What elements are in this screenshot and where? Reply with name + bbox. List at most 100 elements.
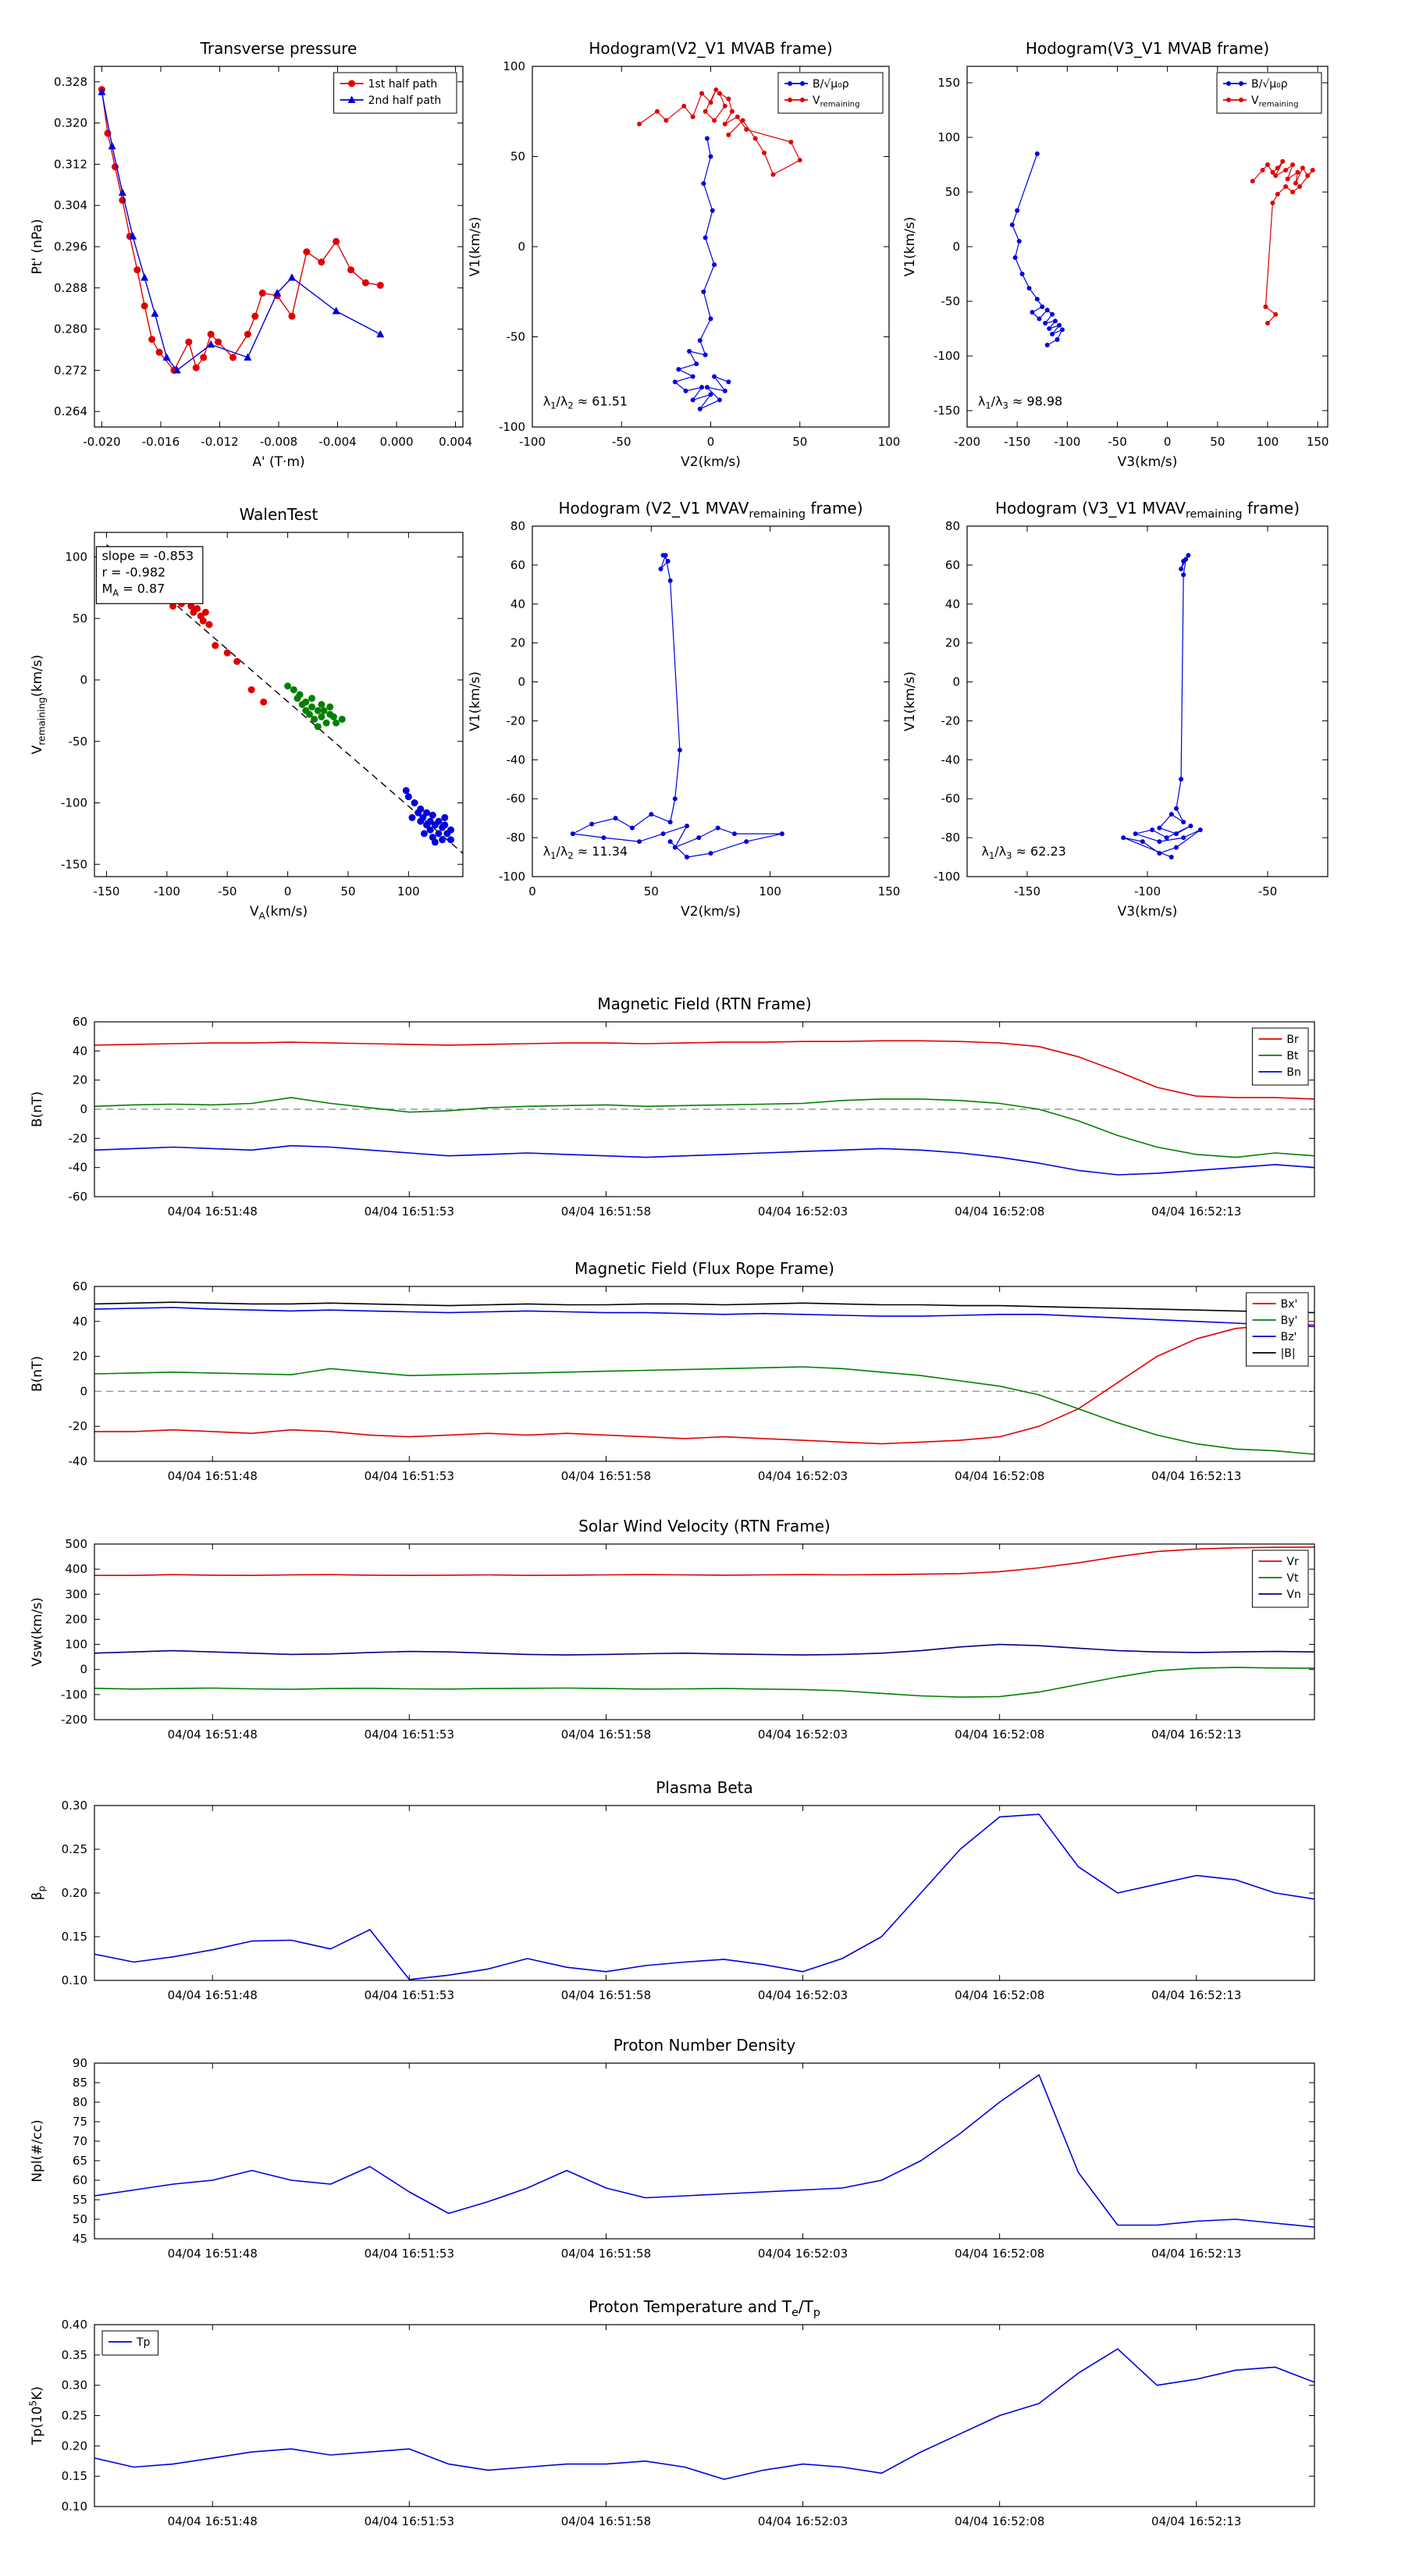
svg-text:20: 20 <box>945 636 960 650</box>
panel-hodogram-v2v1-mvav: Hodogram (V2_V1 MVAVremaining frame) 0 50 1… <box>450 487 903 925</box>
panel-plasma-beta: Plasma Beta 04/04 16:51:48 04/04 16:51:53 0… <box>12 1767 1329 2029</box>
svg-text:0: 0 <box>952 240 960 254</box>
svg-text:04/04 16:51:53: 04/04 16:51:53 <box>365 1727 454 1742</box>
svg-text:Hodogram (V3_V1 MVAVremaining: Hodogram (V3_V1 MVAVremaining frame) <box>995 499 1300 521</box>
svg-text:04/04 16:52:03: 04/04 16:52:03 <box>758 1988 848 2002</box>
svg-text:Plasma Beta: Plasma Beta <box>656 1778 753 1797</box>
svg-text:|B|: |B| <box>1281 1347 1296 1360</box>
svg-text:60: 60 <box>73 1279 87 1293</box>
svg-text:0.000: 0.000 <box>380 435 414 449</box>
svg-text:-50: -50 <box>1258 884 1278 898</box>
svg-text:04/04 16:51:53: 04/04 16:51:53 <box>365 2247 454 2261</box>
svg-text:100: 100 <box>937 130 960 144</box>
svg-text:400: 400 <box>65 1562 87 1576</box>
svg-text:-60: -60 <box>941 792 961 806</box>
svg-text:-100: -100 <box>154 884 180 898</box>
svg-text:04/04 16:52:03: 04/04 16:52:03 <box>758 2514 848 2528</box>
svg-text:-20: -20 <box>69 1131 88 1145</box>
svg-text:-80: -80 <box>941 831 961 845</box>
plasma-beta-svg: Plasma Beta 04/04 16:51:48 04/04 16:51:53 0… <box>30 1778 1315 2002</box>
svg-text:90: 90 <box>73 2056 87 2070</box>
svg-text:04/04 16:52:13: 04/04 16:52:13 <box>1151 1204 1241 1219</box>
svg-text:Pt' (nPa): Pt' (nPa) <box>30 219 45 275</box>
transverse-pressure-svg: Transverse pressure -0.020 -0.016 -0.012 -0.… <box>30 39 472 470</box>
svg-text:WalenTest: WalenTest <box>240 505 318 524</box>
svg-text:20: 20 <box>73 1073 87 1087</box>
panel-hodogram-v3v1-mvab: Hodogram(V3_V1 MVAB frame) -200 -150 -100 -5… <box>885 27 1342 475</box>
svg-text:-100: -100 <box>519 435 546 449</box>
walen-test-svg: WalenTest -150 -100 -50 0 50 100 -150 -100 -50 0 50… <box>30 505 464 921</box>
svg-text:100: 100 <box>503 59 525 73</box>
svg-text:-0.004: -0.004 <box>318 435 356 449</box>
svg-text:04/04 16:52:08: 04/04 16:52:08 <box>955 1469 1044 1483</box>
svg-text:-100: -100 <box>499 420 525 434</box>
svg-text:B/√μ₀ρ: B/√μ₀ρ <box>1251 78 1288 91</box>
svg-text:λ1/λ2 ≈ 11.34: λ1/λ2 ≈ 11.34 <box>543 844 628 861</box>
svg-text:500: 500 <box>65 1537 87 1551</box>
svg-text:Bn: Bn <box>1286 1066 1300 1079</box>
svg-text:45: 45 <box>73 2232 87 2246</box>
svg-text:04/04 16:51:53: 04/04 16:51:53 <box>365 2514 454 2528</box>
svg-text:B(nT): B(nT) <box>30 1356 45 1392</box>
svg-text:150: 150 <box>1307 435 1329 449</box>
svg-text:-0.008: -0.008 <box>260 435 297 449</box>
panel-transverse-pressure: Transverse pressure -0.020 -0.016 -0.012 -0.… <box>12 27 477 475</box>
svg-text:Tp(105K): Tp(105K) <box>28 2386 45 2446</box>
svg-text:Vt: Vt <box>1286 1572 1299 1585</box>
svg-text:B/√μ₀ρ: B/√μ₀ρ <box>813 78 849 91</box>
svg-text:-200: -200 <box>954 435 980 449</box>
hodogram-v3v1-mvab-svg: Hodogram(V3_V1 MVAB frame) -200 -150 -100 -5… <box>902 39 1329 470</box>
svg-text:04/04 16:51:58: 04/04 16:51:58 <box>561 1727 651 1742</box>
svg-text:04/04 16:51:58: 04/04 16:51:58 <box>561 1469 651 1483</box>
svg-text:04/04 16:52:13: 04/04 16:52:13 <box>1151 1727 1241 1742</box>
svg-text:04/04 16:52:03: 04/04 16:52:03 <box>758 1469 848 1483</box>
svg-text:0.272: 0.272 <box>54 363 87 377</box>
vsw-rtn-svg: Solar Wind Velocity (RTN Frame) 04/04 16:… <box>30 1517 1315 1742</box>
svg-text:-100: -100 <box>1054 435 1080 449</box>
svg-text:04/04 16:52:13: 04/04 16:52:13 <box>1151 1469 1241 1483</box>
svg-text:0.10: 0.10 <box>62 1973 87 1987</box>
svg-text:04/04 16:51:58: 04/04 16:51:58 <box>561 1204 651 1219</box>
svg-text:Proton Number Density: Proton Number Density <box>614 2036 796 2055</box>
svg-text:04/04 16:52:08: 04/04 16:52:08 <box>955 1988 1044 2002</box>
svg-text:04/04 16:52:08: 04/04 16:52:08 <box>955 1727 1044 1742</box>
svg-text:50: 50 <box>340 884 355 898</box>
svg-text:Npl(#/cc): Npl(#/cc) <box>30 2119 45 2182</box>
svg-text:40: 40 <box>73 1315 87 1329</box>
svg-text:Solar Wind Velocity (RTN Frame: Solar Wind Velocity (RTN Frame) <box>578 1517 831 1535</box>
svg-text:0.296: 0.296 <box>54 240 87 254</box>
svg-text:Bx': Bx' <box>1281 1298 1298 1311</box>
svg-text:-80: -80 <box>507 831 526 845</box>
svg-text:0: 0 <box>80 1384 87 1398</box>
svg-text:Magnetic Field (RTN Frame): Magnetic Field (RTN Frame) <box>597 994 811 1013</box>
svg-text:0.320: 0.320 <box>54 116 87 130</box>
svg-text:Hodogram(V2_V1 MVAB frame): Hodogram(V2_V1 MVAB frame) <box>589 39 832 58</box>
svg-text:0.328: 0.328 <box>54 75 87 89</box>
svg-text:-20: -20 <box>941 713 961 728</box>
svg-text:150: 150 <box>937 76 960 90</box>
svg-text:V2(km/s): V2(km/s) <box>681 904 741 920</box>
svg-text:Tp: Tp <box>136 2336 151 2349</box>
svg-text:λ1/λ3 ≈ 98.98: λ1/λ3 ≈ 98.98 <box>978 393 1062 411</box>
svg-text:V1(km/s): V1(km/s) <box>468 671 483 731</box>
svg-text:0.304: 0.304 <box>54 198 87 212</box>
svg-text:B(nT): B(nT) <box>30 1091 45 1127</box>
svg-text:-50: -50 <box>941 294 961 308</box>
svg-text:-50: -50 <box>612 435 631 449</box>
svg-text:-60: -60 <box>69 1190 88 1204</box>
svg-text:40: 40 <box>510 597 525 611</box>
panel-walen-test: WalenTest -150 -100 -50 0 50 100 -150 -100 -50 0 50… <box>12 493 477 925</box>
svg-text:0: 0 <box>1164 435 1172 449</box>
svg-text:50: 50 <box>945 185 960 199</box>
svg-text:100: 100 <box>65 550 87 564</box>
svg-text:0.004: 0.004 <box>439 435 472 449</box>
svg-text:80: 80 <box>945 519 960 533</box>
svg-text:04/04 16:51:48: 04/04 16:51:48 <box>168 1727 258 1742</box>
mag-fluxrope-svg: Magnetic Field (Flux Rope Frame) 04/04 16… <box>30 1259 1315 1483</box>
svg-text:By': By' <box>1281 1315 1298 1327</box>
svg-text:04/04 16:52:03: 04/04 16:52:03 <box>758 1204 848 1219</box>
svg-text:V2(km/s): V2(km/s) <box>681 454 741 470</box>
svg-text:0.25: 0.25 <box>62 1842 87 1856</box>
svg-text:-100: -100 <box>499 870 525 884</box>
